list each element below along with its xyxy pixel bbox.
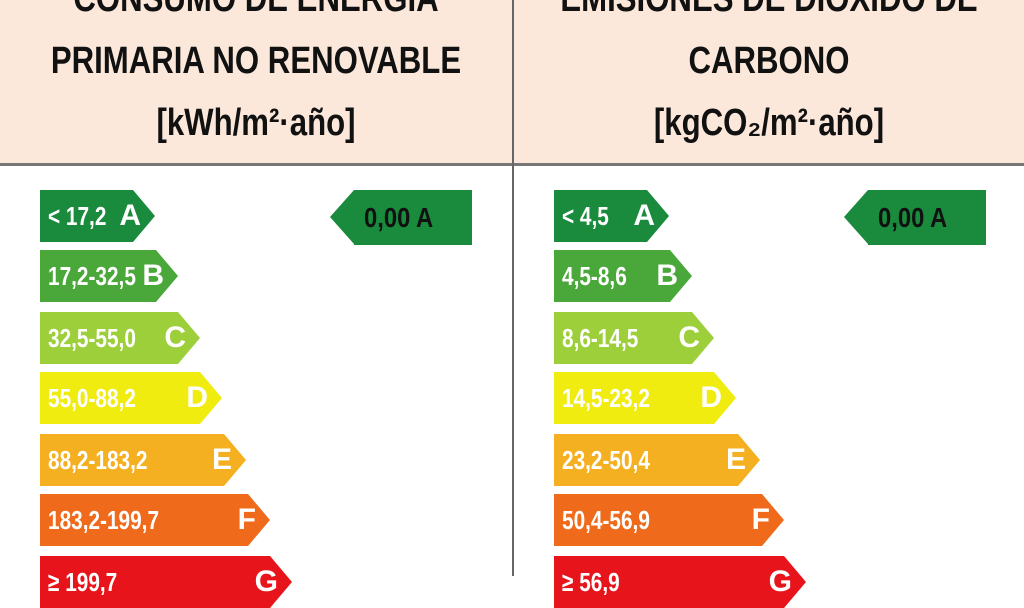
header-line: PRIMARIA NO RENOVABLE xyxy=(50,40,462,82)
bar-class: D xyxy=(700,381,722,414)
header-line: CARBONO xyxy=(688,40,850,82)
bar-range: ≥ 56,9 xyxy=(562,567,620,597)
rating-bar-e: 23,2-50,4 E xyxy=(554,434,760,486)
rating-bar-f: 183,2-199,7 F xyxy=(40,494,270,546)
rating-indicator: 0,00 A xyxy=(330,190,472,245)
header-line: [kgCO₂/m²·año] xyxy=(653,102,885,144)
bar-range: 8,6-14,5 xyxy=(562,323,639,353)
rating-bar-b: 17,2-32,5 B xyxy=(40,250,178,302)
rating-bar-a: < 17,2 A xyxy=(40,190,155,242)
energy-consumption-panel: CONSUMO DE ENERGÍA PRIMARIA NO RENOVABLE [… xyxy=(0,0,512,608)
header-line: [kWh/m²·año] xyxy=(156,102,356,144)
rating-bar-a: < 4,5 A xyxy=(554,190,669,242)
bar-class: C xyxy=(678,321,700,354)
bar-class: F xyxy=(751,503,770,536)
bar-range: 32,5-55,0 xyxy=(48,323,136,353)
rating-bar-c: 32,5-55,0 C xyxy=(40,312,200,364)
bar-range: < 17,2 xyxy=(48,201,107,231)
rating-bar-f: 50,4-56,9 F xyxy=(554,494,784,546)
bar-class: F xyxy=(237,503,256,536)
rating-value: 0,00 A xyxy=(878,202,948,233)
rating-bar-c: 8,6-14,5 C xyxy=(554,312,714,364)
co2-emissions-panel: EMISIONES DE DIÓXIDO DE CARBONO [kgCO₂/m²·… xyxy=(512,0,1024,608)
bar-class: D xyxy=(186,381,208,414)
bar-range: 88,2-183,2 xyxy=(48,445,148,475)
rating-bar-g: ≥ 199,7 G xyxy=(40,556,292,608)
rating-bar-d: 55,0-88,2 D xyxy=(40,372,222,424)
rating-bar-e: 88,2-183,2 E xyxy=(40,434,246,486)
bar-class: C xyxy=(164,321,186,354)
rating-bar-g: ≥ 56,9 G xyxy=(554,556,806,608)
bar-range: 4,5-8,6 xyxy=(562,261,627,291)
bar-range: 17,2-32,5 xyxy=(48,261,136,291)
bar-class: B xyxy=(656,259,678,292)
bar-range: 23,2-50,4 xyxy=(562,445,650,475)
panel-header: CONSUMO DE ENERGÍA PRIMARIA NO RENOVABLE [… xyxy=(0,0,512,166)
bar-range: 183,2-199,7 xyxy=(48,505,160,535)
bar-range: 14,5-23,2 xyxy=(562,383,650,413)
bar-class: E xyxy=(725,443,746,476)
header-line: EMISIONES DE DIÓXIDO DE xyxy=(560,0,978,21)
rating-value: 0,00 A xyxy=(364,202,434,233)
bar-class: A xyxy=(119,199,141,232)
rating-bar-b: 4,5-8,6 B xyxy=(554,250,692,302)
bar-class: A xyxy=(633,199,655,232)
bar-class: E xyxy=(211,443,232,476)
header-line: CONSUMO DE ENERGÍA xyxy=(46,0,466,21)
bar-range: < 4,5 xyxy=(562,201,609,231)
bar-range: ≥ 199,7 xyxy=(48,567,118,597)
bar-range: 55,0-88,2 xyxy=(48,383,136,413)
rating-indicator: 0,00 A xyxy=(844,190,986,245)
rating-bar-d: 14,5-23,2 D xyxy=(554,372,736,424)
bar-class: G xyxy=(768,565,792,598)
bar-class: G xyxy=(254,565,278,598)
bar-class: B xyxy=(142,259,164,292)
panel-header: EMISIONES DE DIÓXIDO DE CARBONO [kgCO₂/m²·… xyxy=(514,0,1024,166)
bar-range: 50,4-56,9 xyxy=(562,505,650,535)
